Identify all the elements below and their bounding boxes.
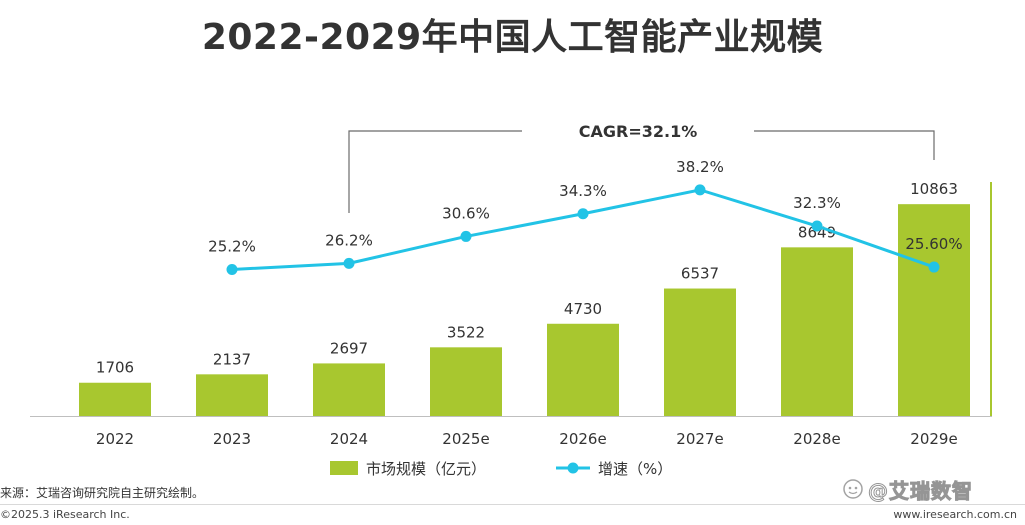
- watermark-logo-icon: [843, 479, 863, 499]
- growth-value-label: 25.60%: [905, 235, 962, 253]
- bar: [196, 374, 268, 416]
- growth-point: [928, 261, 940, 273]
- bar-value-label: 3522: [447, 323, 485, 341]
- cagr-bracket: CAGR=32.1%: [348, 122, 935, 213]
- bar-value-label: 2697: [330, 339, 368, 357]
- x-tick-label: 2025e: [442, 430, 489, 448]
- growth-point: [343, 257, 355, 269]
- bar: [79, 382, 151, 416]
- growth-point: [577, 208, 589, 220]
- growth-value-label: 34.3%: [559, 182, 607, 200]
- watermark-text: @艾瑞数智: [868, 478, 973, 503]
- legend-line-marker: [567, 462, 579, 474]
- growth-point: [226, 264, 238, 275]
- cagr-label: CAGR=32.1%: [579, 122, 698, 141]
- bar: [664, 288, 736, 416]
- growth-value-label: 30.6%: [442, 204, 490, 222]
- x-axis: 2022 2023 2024 2025e 2026e 2027e 2028e 2029e: [30, 182, 992, 448]
- legend-bar-swatch: [330, 461, 358, 475]
- x-tick-label: 2023: [213, 430, 251, 448]
- x-tick-label: 2029e: [910, 430, 957, 448]
- growth-value-label: 32.3%: [793, 194, 841, 212]
- bar-value-label: 6537: [681, 265, 719, 283]
- x-tick-label: 2022: [96, 430, 134, 448]
- bar: [898, 204, 970, 416]
- copyright: ©2025.3 iResearch Inc.: [0, 508, 130, 521]
- growth-point: [460, 230, 472, 242]
- bar: [313, 363, 385, 416]
- growth-value-label: 26.2%: [325, 231, 373, 249]
- watermark: @艾瑞数智: [842, 474, 1012, 504]
- bar: [547, 323, 619, 416]
- cagr-bracket-left: [348, 130, 522, 213]
- growth-value-label: 25.2%: [208, 238, 256, 256]
- bar-value-label: 4730: [564, 300, 602, 318]
- cagr-bracket-right: [754, 130, 935, 160]
- x-tick-label: 2028e: [793, 430, 840, 448]
- legend-line-label: 增速（%）: [598, 460, 672, 478]
- source-note: 来源：艾瑞咨询研究院自主研究绘制。: [0, 486, 205, 500]
- bar-value-label: 2137: [213, 350, 251, 368]
- growth-line-series: [226, 184, 940, 275]
- bar: [430, 347, 502, 416]
- growth-point: [811, 220, 823, 232]
- x-tick-label: 2024: [330, 430, 368, 448]
- x-tick-label: 2027e: [676, 430, 723, 448]
- bar-series: [79, 204, 970, 416]
- legend-bar-label: 市场规模（亿元）: [366, 460, 486, 478]
- footer-divider: [0, 504, 1025, 505]
- growth-value-label: 38.2%: [676, 158, 724, 176]
- bar-value-label: 10863: [910, 180, 958, 198]
- chart-area: CAGR=32.1% 1706 2137269735224730653786491…: [30, 122, 992, 478]
- legend: 市场规模（亿元） 增速（%）: [330, 460, 672, 478]
- bar: [781, 247, 853, 416]
- growth-point: [694, 184, 706, 196]
- website: www.iresearch.com.cn: [893, 508, 1017, 521]
- chart-title: 2022-2029年中国人工智能产业规模: [201, 17, 824, 58]
- x-tick-label: 2026e: [559, 430, 606, 448]
- growth-value-labels: 25.2% 26.2% 30.6% 34.3% 38.2% 32.3% 25.60%: [208, 158, 962, 256]
- bar-value-label: 1706: [96, 359, 134, 377]
